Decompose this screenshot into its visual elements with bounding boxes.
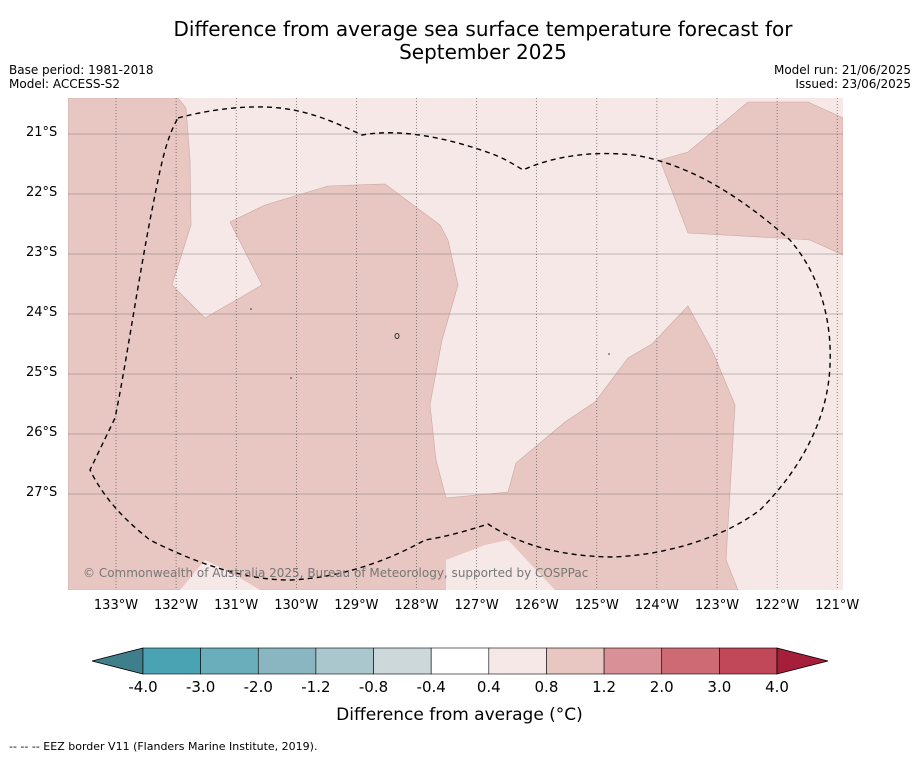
colorbar-label: Difference from average (°C)	[336, 705, 583, 725]
band-0.4-0.8-bottom-patch	[446, 540, 555, 590]
colorbar-tick-label: -2.0	[243, 678, 273, 696]
colorbar-tick-label: 0.4	[476, 678, 501, 696]
colorbar-segment	[200, 647, 259, 675]
issued-date: Issued: 23/06/2025	[795, 77, 911, 91]
island-marker-small	[250, 308, 252, 310]
colorbar-extend-low	[91, 647, 144, 675]
eez-footnote: -- -- -- EEZ border V11 (Flanders Marine…	[9, 740, 318, 753]
meta-right: Model run: 21/06/2025 Issued: 23/06/2025	[774, 63, 911, 91]
longitude-label: 131°W	[214, 598, 259, 613]
colorbar-tick-label: 4.0	[765, 678, 789, 696]
colorbar-tick-label: 3.0	[707, 678, 732, 696]
latitude-label: 23°S	[26, 245, 58, 260]
colorbar-tick-label: 0.8	[534, 678, 559, 696]
longitude-label: 128°W	[394, 598, 439, 613]
longitude-label: 126°W	[514, 598, 559, 613]
colorbar-segment	[546, 647, 605, 675]
latitude-label: 27°S	[26, 485, 58, 500]
colorbar-segment	[430, 647, 490, 675]
anomaly-region-west	[68, 98, 739, 590]
latitude-label: 26°S	[26, 425, 58, 440]
colorbar-segment	[661, 647, 720, 675]
longitude-label: 129°W	[334, 598, 379, 613]
latitude-label: 25°S	[26, 365, 58, 380]
longitude-label: 132°W	[154, 598, 199, 613]
longitude-label: 130°W	[274, 598, 319, 613]
colorbar-tick-label: -0.8	[358, 678, 389, 696]
copyright-notice: © Commonwealth of Australia 2025, Bureau…	[83, 566, 588, 580]
model-run: Model run: 21/06/2025	[773, 63, 911, 77]
title-line-2: September 2025	[399, 40, 567, 64]
colorbar-tick-label: -0.4	[416, 678, 446, 696]
colorbar-tick-label: -3.0	[185, 678, 216, 696]
colorbar-tick-label: 1.2	[592, 678, 616, 696]
colorbar-segment	[488, 647, 547, 675]
colorbar-segment	[719, 647, 778, 675]
model-name: Model: ACCESS-S2	[9, 77, 121, 91]
colorbar-tick-label: -4.0	[128, 678, 158, 696]
anomaly-region-northeast	[659, 101, 843, 256]
latitude-label: 21°S	[26, 125, 58, 140]
colorbar-extend-high	[776, 647, 829, 675]
eez-border	[89, 106, 831, 581]
longitude-label: 121°W	[815, 598, 860, 613]
chart-title: Difference from average sea surface temp…	[0, 18, 919, 64]
longitude-label: 122°W	[755, 598, 800, 613]
graticule	[68, 98, 843, 590]
latitude-label: 24°S	[26, 305, 58, 320]
longitude-label: 125°W	[574, 598, 619, 613]
longitude-label: 124°W	[634, 598, 679, 613]
colorbar-segment	[373, 647, 432, 675]
island-marker	[394, 333, 400, 339]
island-marker-small	[290, 377, 292, 379]
colorbar-segment	[315, 647, 374, 675]
meta-left: Base period: 1981-2018 Model: ACCESS-S2	[9, 63, 154, 91]
base-period: Base period: 1981-2018	[9, 63, 154, 77]
longitude-label: 123°W	[694, 598, 740, 613]
latitude-label: 22°S	[26, 185, 58, 200]
colorbar-tick-label: -1.2	[301, 678, 331, 696]
band-0.4-0.8-bottom-left-patch	[180, 560, 260, 590]
colorbar	[91, 647, 829, 675]
colorbar-segment	[603, 647, 663, 675]
colorbar-tick-label: 2.0	[649, 678, 674, 696]
longitude-label: 133°W	[93, 598, 139, 613]
colorbar-segment	[257, 647, 317, 675]
title-line-1: Difference from average sea surface temp…	[173, 17, 793, 41]
island-marker-small	[608, 353, 610, 355]
longitude-label: 127°W	[454, 598, 499, 613]
colorbar-segment	[142, 647, 201, 675]
